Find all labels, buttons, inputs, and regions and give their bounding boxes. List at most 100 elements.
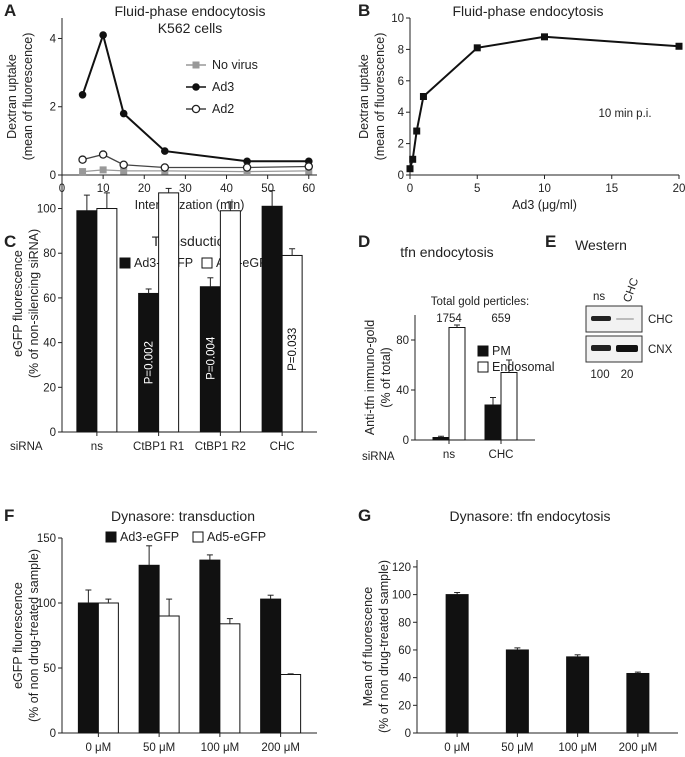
- legend-ad5-label: Ad5-eGFP: [207, 530, 266, 544]
- bar: [77, 602, 99, 734]
- band-label: CHC: [648, 314, 673, 326]
- x-category-label: CHC: [270, 441, 295, 453]
- legend-marker: [192, 61, 200, 69]
- bar: [261, 205, 283, 433]
- y-tick-label: 0: [405, 728, 411, 740]
- y-axis-label: eGFP fluorescence: [11, 582, 25, 689]
- band: [591, 345, 611, 351]
- y-tick-label: 50: [43, 663, 56, 675]
- row-label-sirna: siRNA: [362, 451, 395, 463]
- y-tick-label: 4: [50, 33, 57, 45]
- annotation: 10 min p.i.: [598, 108, 651, 120]
- y-tick-label: 0: [50, 427, 56, 439]
- x-tick-label: 40: [220, 183, 233, 195]
- chart-subtitle: K562 cells: [158, 20, 223, 36]
- y-tick-label: 8: [398, 44, 404, 56]
- y-tick-label: 0: [403, 435, 409, 447]
- bar: [76, 210, 98, 433]
- quantification-value: 100: [590, 369, 609, 381]
- chart-title: Dynasore: tfn endocytosis: [449, 508, 610, 524]
- y-tick-label: 2: [398, 139, 404, 151]
- band: [591, 316, 611, 321]
- y-tick-label: 60: [398, 645, 411, 657]
- legend-endosomal-label: Endosomal: [492, 360, 555, 374]
- bar: [566, 656, 590, 734]
- bar: [97, 602, 119, 734]
- data-point: [243, 157, 251, 166]
- data-point: [98, 150, 108, 159]
- x-tick-label: 30: [179, 183, 192, 195]
- y-tick-label: 0: [398, 170, 404, 182]
- series-line: [82, 169, 309, 173]
- y-tick-label: 40: [396, 385, 409, 397]
- x-tick-label: 20: [673, 183, 685, 195]
- data-point: [406, 165, 414, 173]
- x-category-label: 50 μM: [501, 742, 533, 754]
- y-tick-label: 120: [392, 562, 411, 574]
- bar: [484, 404, 502, 441]
- total-count: 659: [491, 313, 510, 325]
- bar: [445, 594, 469, 734]
- x-tick-label: 10: [97, 183, 110, 195]
- legend-marker: [191, 104, 201, 114]
- chart-title: Fluid-phase endocytosis: [453, 3, 604, 19]
- bar: [158, 615, 180, 734]
- legend-ad3-swatch: [105, 531, 117, 543]
- x-category-label: 100 μM: [558, 742, 597, 754]
- x-tick-label: 10: [538, 183, 551, 195]
- lane-label: CHC: [622, 277, 642, 305]
- data-point: [78, 90, 87, 99]
- y-tick-label: 100: [392, 590, 411, 602]
- x-category-label: ns: [443, 449, 455, 461]
- x-tick-label: 20: [138, 183, 151, 195]
- bar: [432, 437, 450, 441]
- legend-ad5-swatch: [192, 531, 204, 543]
- series-line: [409, 35, 680, 169]
- y-tick-label: 100: [37, 204, 56, 216]
- y-axis-label: Anti-tfn immuno-gold: [363, 320, 377, 435]
- legend-pm-swatch: [477, 345, 489, 357]
- x-category-label: ns: [91, 441, 103, 453]
- y-tick-label: 6: [398, 76, 404, 88]
- data-point: [541, 33, 548, 41]
- panel-label-e: E: [545, 232, 556, 251]
- data-point: [79, 168, 87, 176]
- data-point: [473, 44, 481, 52]
- legend-ad3-label: Ad3-eGFP: [120, 530, 179, 544]
- legend-marker: [192, 83, 200, 91]
- data-point: [409, 155, 417, 163]
- total-count: 1754: [436, 313, 462, 325]
- series-line: [81, 31, 309, 163]
- y-axis-label: Dextran uptake: [357, 54, 371, 139]
- x-category-label: 0 μM: [85, 742, 111, 754]
- y-tick-label: 100: [37, 598, 56, 610]
- bar: [158, 192, 180, 433]
- panel-label-f: F: [4, 506, 14, 525]
- y-tick-label: 20: [43, 382, 56, 394]
- band: [616, 318, 634, 320]
- y-axis-label-2: (mean of fluorescence): [21, 33, 35, 161]
- x-category-label: 200 μM: [619, 742, 658, 754]
- quantification-value: 20: [621, 369, 634, 381]
- p-value-annotation: P=0.004: [205, 336, 217, 380]
- chart-title: Dynasore: transduction: [111, 508, 255, 524]
- chart-title: tfn endocytosis: [400, 244, 493, 260]
- x-category-label: 100 μM: [201, 742, 240, 754]
- panel-label-c: C: [4, 232, 16, 251]
- totals-label: Total gold perticles:: [431, 296, 529, 308]
- x-tick-label: 60: [302, 183, 315, 195]
- panel-label-d: D: [358, 232, 370, 251]
- panel-label-g: G: [358, 506, 371, 525]
- y-tick-label: 4: [398, 107, 405, 119]
- legend-label: No virus: [212, 58, 258, 72]
- y-tick-label: 10: [391, 13, 404, 25]
- y-tick-label: 0: [50, 170, 56, 182]
- y-tick-label: 2: [50, 102, 56, 114]
- y-tick-label: 0: [50, 728, 56, 740]
- bar: [219, 210, 241, 433]
- data-point: [78, 155, 87, 164]
- y-axis-label-2: (% of non-silencing siRNA): [27, 229, 41, 378]
- x-category-label: CtBP1 R1: [133, 441, 184, 453]
- y-axis-label: Dextran uptake: [5, 54, 19, 139]
